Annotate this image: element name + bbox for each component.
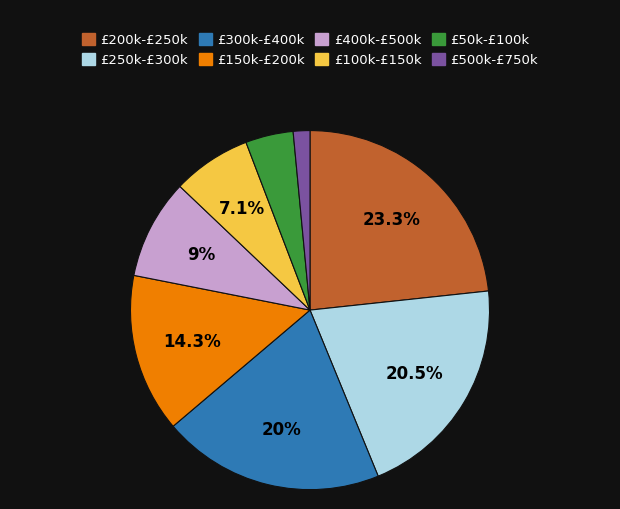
Wedge shape <box>173 310 378 490</box>
Legend: £200k-£250k, £250k-£300k, £300k-£400k, £150k-£200k, £400k-£500k, £100k-£150k, £5: £200k-£250k, £250k-£300k, £300k-£400k, £… <box>78 30 542 71</box>
Text: 23.3%: 23.3% <box>363 211 420 229</box>
Wedge shape <box>310 291 490 476</box>
Wedge shape <box>180 143 310 310</box>
Text: 7.1%: 7.1% <box>219 200 265 218</box>
Text: 9%: 9% <box>187 245 216 264</box>
Wedge shape <box>310 131 489 310</box>
Wedge shape <box>246 132 310 310</box>
Wedge shape <box>134 187 310 310</box>
Text: 14.3%: 14.3% <box>163 332 221 350</box>
Wedge shape <box>130 276 310 427</box>
Text: 20.5%: 20.5% <box>386 364 444 382</box>
Text: 20%: 20% <box>261 420 301 438</box>
Wedge shape <box>293 131 310 310</box>
